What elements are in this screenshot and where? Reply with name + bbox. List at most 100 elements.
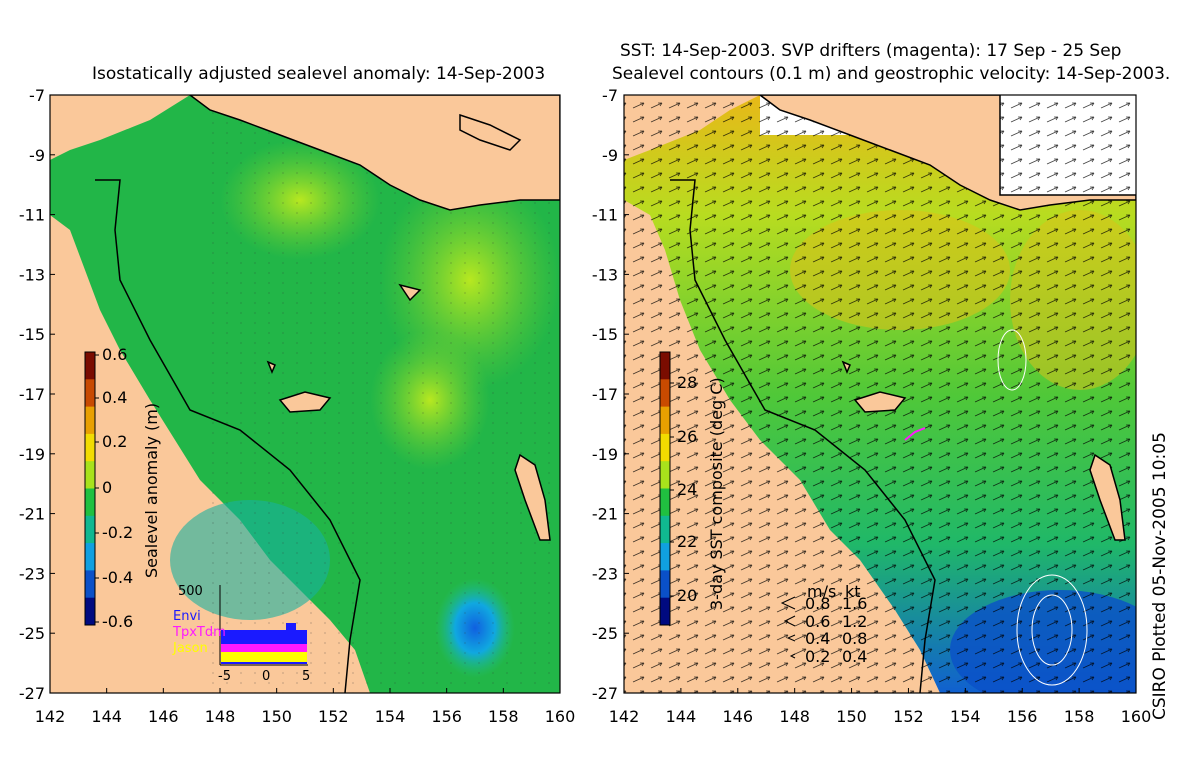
lat-tick-label-left: -9 (29, 146, 45, 165)
speed-legend-kt: 0.8 (842, 629, 867, 648)
lat-tick-label-right: -13 (592, 265, 618, 284)
left-inset: 500 Envi TpxTdm Jason -5 0 5 (172, 584, 310, 684)
speed-legend-header-kt: kt (845, 582, 861, 601)
left-colorbar: 0.6 0.4 0.2 0 -0.2 -0.4 -0.6 (84, 345, 133, 631)
right-shelf-contour (670, 179, 936, 693)
colorbar-segment (660, 379, 670, 408)
inset-bar-jason (221, 652, 307, 662)
lon-tick-label-right: 150 (836, 707, 867, 726)
colorbar-segment (85, 433, 95, 462)
right-panel-title-line2: Sealevel contours (0.1 m) and geostrophi… (612, 64, 1171, 84)
left-reef-islands (266, 360, 332, 413)
lat-tick-label-left: -27 (19, 684, 45, 703)
inset-xtick: -5 (218, 669, 231, 684)
right-colorbar: 28 26 24 22 20 (659, 351, 697, 626)
colorbar-tick-label: 22 (677, 532, 697, 551)
colorbar-tick-label: 0 (102, 478, 112, 497)
colorbar-tick-label: -0.6 (102, 612, 133, 631)
left-colorbar-label: Sealevel anomaly (m) (142, 403, 161, 578)
lon-tick-label-right: 152 (893, 707, 924, 726)
lon-tick-label-right: 156 (1007, 707, 1038, 726)
inset-ymax-label: 500 (178, 584, 203, 599)
lat-tick-label-right: -9 (602, 146, 618, 165)
lon-tick-label-left: 160 (545, 707, 576, 726)
lon-tick-label-right: 146 (723, 707, 754, 726)
colorbar-segment (85, 488, 95, 517)
right-map (623, 94, 1137, 694)
colorbar-segment (660, 406, 670, 435)
lat-tick-label-right: -25 (592, 624, 618, 643)
speed-arrow-0.8 (780, 596, 796, 610)
colorbar-segment (85, 406, 95, 435)
lon-tick-label-right: 148 (779, 707, 810, 726)
speed-legend-kt: 1.6 (842, 594, 867, 613)
speed-legend-ms: 0.8 (805, 594, 830, 613)
lat-tick-label-right: -15 (592, 325, 618, 344)
colorbar-segment (85, 570, 95, 599)
lon-tick-label-right: 154 (950, 707, 981, 726)
left-shelf-contour (95, 179, 361, 693)
lat-tick-label-left: -15 (19, 325, 45, 344)
right-island-ne (1089, 453, 1126, 541)
inset-xtick: 0 (262, 669, 270, 684)
colorbar-tick-label: 0.2 (102, 432, 127, 451)
speed-legend-kt: 1.2 (842, 612, 867, 631)
speed-legend-kt: 0.4 (842, 647, 867, 666)
speed-arrow-0.4 (786, 634, 796, 642)
lon-tick-label-left: 142 (35, 707, 66, 726)
left-islands (398, 113, 522, 302)
left-panel-title: Isostatically adjusted sealevel anomaly:… (92, 64, 546, 84)
speed-legend-header-ms: m/s (807, 582, 836, 601)
colorbar-frame (659, 351, 671, 626)
lat-tick-label-left: -19 (19, 445, 45, 464)
inset-bar-tpx (221, 644, 307, 654)
lon-tick-label-left: 158 (488, 707, 519, 726)
colorbar-tick-label: 28 (677, 373, 697, 392)
lat-tick-label-right: -27 (592, 684, 618, 703)
lon-tick-label-left: 150 (261, 707, 292, 726)
colorbar-segment (660, 515, 670, 544)
lat-tick-label-right: -7 (602, 86, 618, 105)
colorbar-tick-label: -0.2 (102, 523, 133, 542)
right-sla-contour (997, 329, 1027, 391)
colorbar-tick-label: 0.6 (102, 345, 127, 364)
lon-tick-label-left: 156 (431, 707, 462, 726)
lat-tick-label-left: -25 (19, 624, 45, 643)
colorbar-segment (85, 461, 95, 489)
colorbar-segment (660, 597, 670, 626)
lat-tick-label-left: -21 (19, 505, 45, 524)
lat-tick-label-left: -23 (19, 564, 45, 583)
inset-legend-jason: Jason (172, 641, 208, 656)
lat-tick-label-right: -11 (592, 206, 618, 225)
inset-legend-tpxtdm: TpxTdm (172, 625, 226, 640)
axis-ticks: -7 -7 -9 -9 -11 -11 -13 -13 -15 -15 -17 -17 -19 -19 -2… (19, 86, 1151, 726)
lat-tick-label-left: -13 (19, 265, 45, 284)
lon-tick-label-left: 144 (91, 707, 122, 726)
right-drifter-track (904, 427, 926, 441)
lat-tick-label-left: -11 (19, 206, 45, 225)
speed-arrow-0.2 (789, 653, 796, 659)
lat-tick-label-left: -7 (29, 86, 45, 105)
lon-tick-label-right: 142 (609, 707, 640, 726)
inset-bar-envi-peak (286, 623, 296, 635)
speed-legend: m/s kt 0.8 1.6 0.6 1.2 0.4 0.8 0.2 0.4 (780, 582, 867, 666)
colorbar-segment (85, 597, 95, 626)
colorbar-tick-label: 26 (677, 427, 697, 446)
lon-tick-label-left: 146 (148, 707, 179, 726)
colorbar-segment (660, 543, 670, 571)
colorbar-segment (660, 570, 670, 599)
lat-tick-label-right: -23 (592, 564, 618, 583)
lat-tick-label-right: -17 (592, 385, 618, 404)
lon-tick-label-right: 158 (1064, 707, 1095, 726)
lat-tick-label-right: -21 (592, 505, 618, 524)
speed-legend-ms: 0.6 (805, 612, 830, 631)
right-sla-contour (1016, 574, 1088, 686)
lat-tick-label-left: -17 (19, 385, 45, 404)
right-panel-title-line1: SST: 14-Sep-2003. SVP drifters (magenta)… (620, 41, 1122, 61)
lon-tick-label-left: 148 (205, 707, 236, 726)
plot-credit: CSIRO Plotted 05-Nov-2005 10:05 (1150, 432, 1170, 720)
colorbar-segment (660, 461, 670, 489)
lon-tick-label-right: 160 (1121, 707, 1152, 726)
right-reef-islands (841, 360, 907, 413)
